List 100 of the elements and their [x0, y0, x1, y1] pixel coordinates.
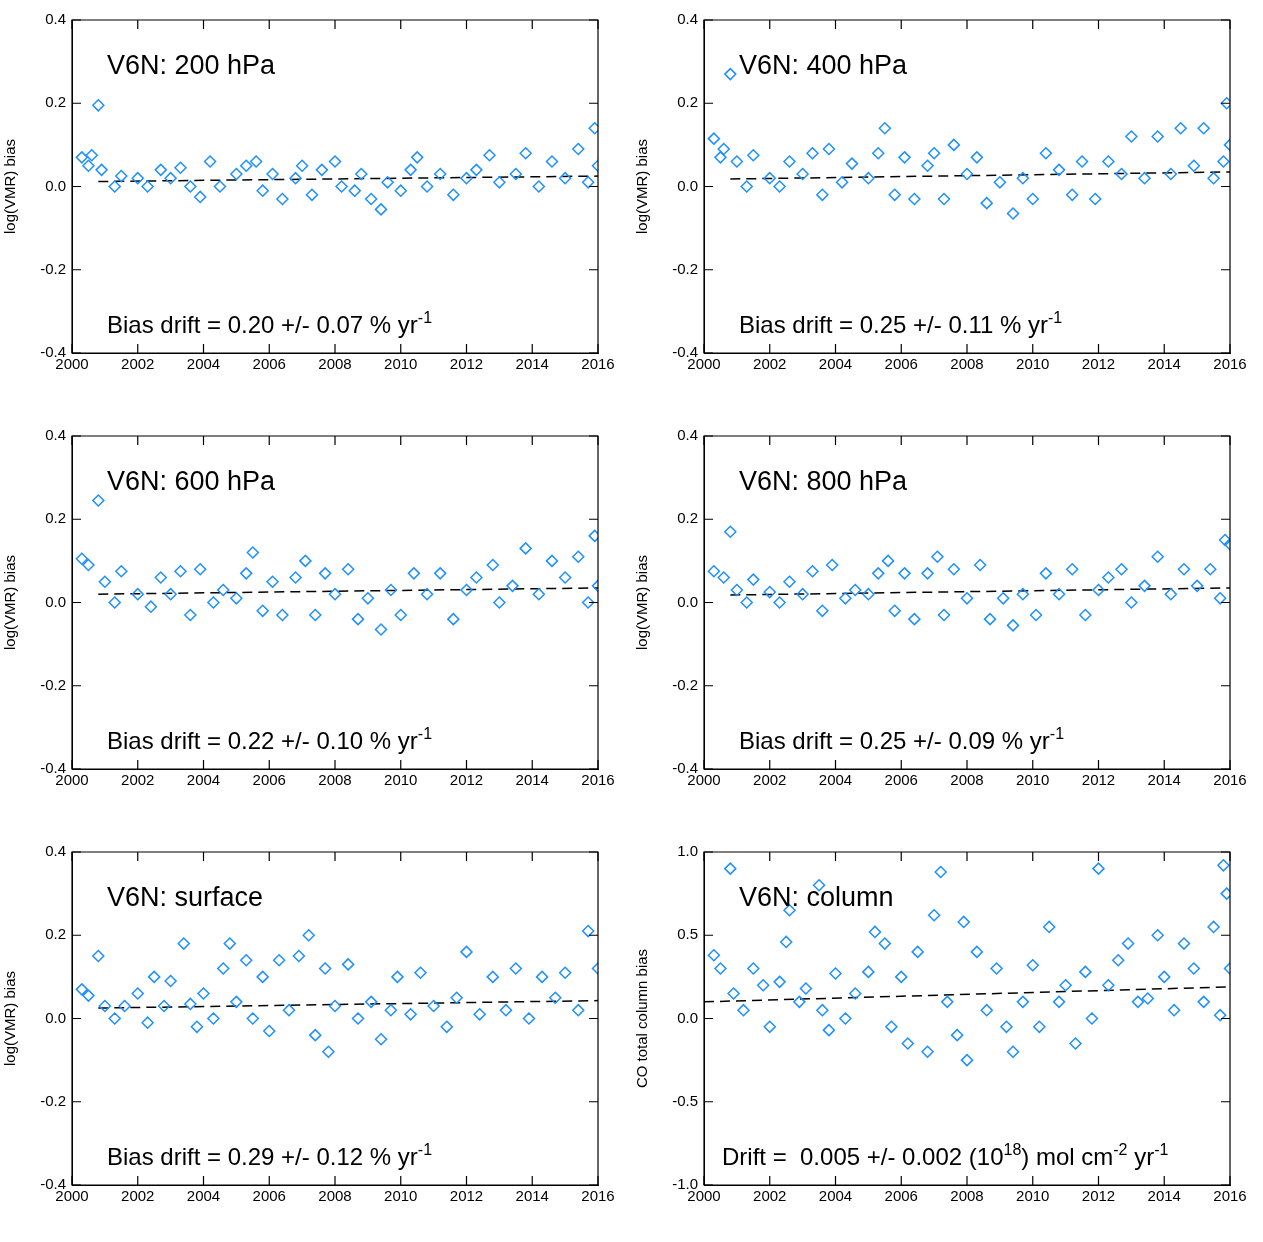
y-axis-title: log(VMR) bias [633, 554, 651, 651]
point [460, 945, 473, 959]
point [427, 999, 440, 1013]
x-tick-label: 2006 [884, 771, 918, 789]
point [154, 571, 168, 584]
point [348, 184, 361, 197]
x-tick-label: 2010 [1016, 771, 1050, 789]
point [1016, 171, 1030, 185]
point [440, 1020, 454, 1034]
point [322, 1045, 335, 1059]
point [223, 937, 237, 950]
point [1204, 562, 1217, 576]
x-tick-label: 2012 [1081, 771, 1116, 789]
point [207, 1012, 220, 1025]
point [822, 142, 836, 156]
text: V6N: surface [107, 882, 264, 912]
point [131, 987, 144, 1000]
x-tick-label: 2002 [121, 355, 155, 373]
point [835, 176, 849, 189]
point [193, 190, 207, 204]
point [740, 180, 753, 193]
point [315, 163, 329, 177]
point [95, 163, 108, 177]
point [509, 167, 523, 181]
x-tick-label: 2008 [318, 355, 352, 373]
point [98, 999, 112, 1013]
point [404, 1008, 417, 1021]
point [184, 608, 197, 622]
x-tick-label: 2006 [884, 355, 918, 373]
point [364, 995, 378, 1009]
y-tick-label: 0.0 [677, 176, 698, 194]
x-tick-label: 2008 [318, 1187, 352, 1205]
point [937, 192, 951, 206]
x-tick-label: 2002 [753, 355, 787, 373]
point [190, 1020, 204, 1034]
point [164, 974, 177, 988]
point [773, 180, 786, 193]
y-axis-title: log(VMR) bias [1, 138, 19, 235]
y-tick-label: 1.0 [677, 842, 698, 860]
point [1115, 167, 1128, 181]
y-tick-label: 0.4 [677, 10, 698, 28]
point [747, 149, 760, 162]
y-tick-label: 0.0 [45, 1008, 66, 1026]
point [707, 565, 721, 578]
point [414, 966, 427, 979]
point [1190, 579, 1204, 593]
point [493, 596, 506, 609]
point [85, 149, 98, 162]
point [937, 608, 951, 622]
point [239, 567, 253, 580]
point [1217, 155, 1230, 168]
point [75, 552, 89, 566]
point [806, 565, 819, 578]
point [328, 155, 342, 168]
point [1115, 562, 1128, 576]
point [394, 608, 407, 622]
point [115, 169, 128, 183]
point [947, 562, 961, 576]
y-tick-label: -0.2 [40, 259, 66, 277]
x-tick-label: 2004 [818, 1187, 853, 1205]
point [783, 155, 796, 168]
point [927, 146, 941, 160]
point [384, 1003, 398, 1017]
point [848, 583, 862, 597]
point [747, 573, 760, 586]
point [509, 962, 523, 975]
point [1151, 130, 1164, 143]
point [806, 146, 819, 160]
x-tick-label: 2014 [1147, 771, 1181, 789]
x-tick-label: 2008 [950, 355, 984, 373]
point [825, 558, 839, 572]
x-tick-label: 2006 [252, 771, 286, 789]
point [730, 583, 744, 597]
point [144, 600, 158, 613]
point [1026, 192, 1039, 206]
point [549, 991, 562, 1004]
point [1164, 167, 1178, 181]
point [203, 155, 217, 168]
y-tick-label: 0.0 [677, 592, 698, 610]
point [993, 176, 1007, 189]
point [470, 163, 483, 177]
point [230, 995, 243, 1009]
point [493, 176, 506, 189]
x-tick-label: 2006 [252, 355, 286, 373]
point [740, 596, 753, 609]
y-tick-label: 0.0 [45, 592, 66, 610]
point [230, 167, 243, 181]
point [724, 525, 737, 538]
point [572, 550, 585, 563]
y-tick-label: 0.5 [677, 925, 698, 943]
point [714, 151, 727, 164]
text: V6N: column [739, 882, 894, 912]
point [381, 176, 394, 189]
y-axis-title: log(VMR) bias [1, 970, 19, 1067]
point [1207, 171, 1220, 185]
point [1197, 121, 1210, 135]
point [724, 67, 737, 81]
point [532, 180, 546, 193]
y-tick-label: 0.4 [677, 426, 698, 444]
point [341, 958, 355, 971]
